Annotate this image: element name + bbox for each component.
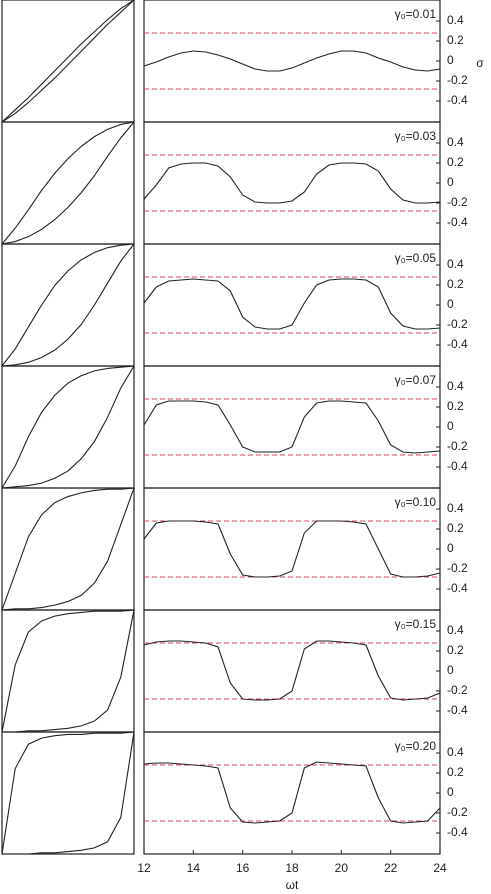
x-tick-label: 12 — [137, 861, 151, 875]
curve — [1, 487, 135, 611]
x-tick-label: 18 — [285, 861, 299, 875]
y-tick-label: -0.2 — [447, 561, 468, 575]
gamma-label: γ₀=0.05 — [395, 251, 437, 265]
panel-frame — [1, 731, 135, 855]
curve — [1, 0, 135, 123]
curve — [143, 640, 441, 701]
y-tick-label: 0.2 — [447, 33, 464, 47]
panel-frame — [1, 487, 135, 611]
y-tick-label: 0 — [447, 297, 454, 311]
y-tick-label: 0.2 — [447, 521, 464, 535]
y-tick-label: -0.4 — [447, 215, 468, 229]
y-tick-label: -0.2 — [447, 683, 468, 697]
panel-frame — [1, 121, 135, 245]
x-tick-label: 14 — [187, 861, 201, 875]
y-tick-label: 0.4 — [447, 13, 464, 27]
y-tick-label: 0.4 — [447, 745, 464, 759]
y-tick-label: -0.4 — [447, 459, 468, 473]
y-tick-label: -0.2 — [447, 317, 468, 331]
curve — [1, 243, 135, 367]
y-tick-label: -0.4 — [447, 825, 468, 839]
y-tick-label: -0.2 — [447, 805, 468, 819]
curve — [1, 365, 135, 489]
y-tick-label: 0.2 — [447, 277, 464, 291]
curve — [1, 121, 135, 245]
curve — [1, 609, 135, 733]
y-tick-label: 0 — [447, 785, 454, 799]
gamma-label: γ₀=0.07 — [395, 373, 437, 387]
curve — [1, 365, 135, 489]
curve — [2, 731, 135, 855]
y-tick-label: 0.4 — [447, 257, 464, 271]
curve — [143, 162, 441, 204]
y-tick-label: -0.2 — [447, 73, 468, 87]
y-tick-label: -0.4 — [447, 581, 468, 595]
curve — [143, 278, 441, 330]
x-tick-label: 22 — [384, 861, 398, 875]
y-tick-label: 0.4 — [447, 135, 464, 149]
panel-frame — [1, 243, 135, 367]
y-axis-label: σ — [476, 56, 484, 70]
y-tick-label: 0.2 — [447, 765, 464, 779]
y-tick-label: -0.4 — [447, 703, 468, 717]
curve — [1, 731, 135, 855]
curve — [1, 487, 135, 611]
y-tick-label: 0 — [447, 419, 454, 433]
y-tick-label: 0.2 — [447, 643, 464, 657]
gamma-label: γ₀=0.20 — [395, 739, 437, 753]
curve — [143, 400, 441, 454]
curve — [1, 0, 135, 123]
gamma-label: γ₀=0.10 — [395, 495, 437, 509]
y-tick-label: 0 — [447, 53, 454, 67]
y-tick-label: 0.2 — [447, 155, 464, 169]
y-tick-label: 0.2 — [447, 399, 464, 413]
y-tick-label: 0.4 — [447, 623, 464, 637]
y-tick-label: -0.2 — [447, 195, 468, 209]
curve — [1, 121, 135, 245]
x-tick-label: 16 — [236, 861, 250, 875]
panel-frame — [1, 609, 135, 733]
y-tick-label: -0.4 — [447, 93, 468, 107]
y-tick-label: -0.4 — [447, 337, 468, 351]
curve — [143, 520, 441, 578]
y-tick-label: 0 — [447, 663, 454, 677]
curve — [2, 609, 135, 733]
y-tick-label: 0.4 — [447, 501, 464, 515]
x-axis-label: ωt — [286, 878, 299, 892]
gamma-label: γ₀=0.03 — [395, 129, 437, 143]
y-tick-label: 0 — [447, 175, 454, 189]
x-tick-label: 24 — [433, 861, 447, 875]
gamma-label: γ₀=0.15 — [395, 617, 437, 631]
curve — [143, 50, 441, 72]
curve — [143, 761, 441, 824]
gamma-label: γ₀=0.01 — [395, 7, 437, 21]
x-tick-label: 20 — [335, 861, 349, 875]
y-tick-label: 0.4 — [447, 379, 464, 393]
curve — [1, 243, 135, 367]
panel-frame — [1, 365, 135, 489]
y-tick-label: -0.2 — [447, 439, 468, 453]
y-tick-label: 0 — [447, 541, 454, 555]
